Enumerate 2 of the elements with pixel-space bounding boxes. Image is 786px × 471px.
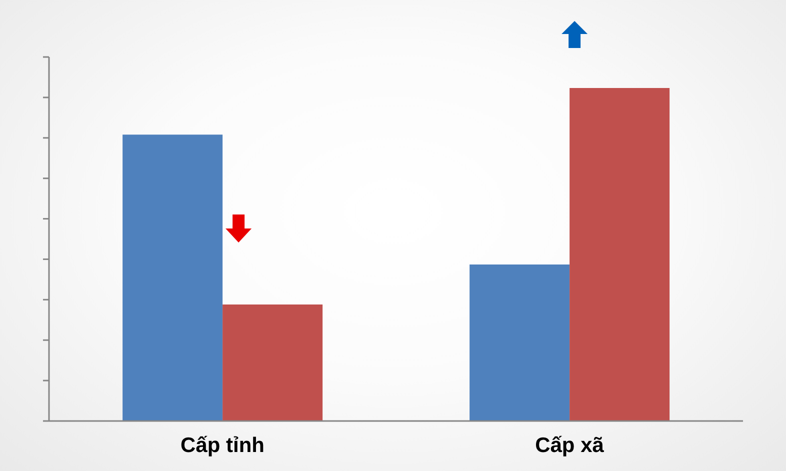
x-tick-label: Cấp tỉnh: [180, 434, 264, 457]
x-tick-label: Cấp xã: [535, 434, 604, 457]
